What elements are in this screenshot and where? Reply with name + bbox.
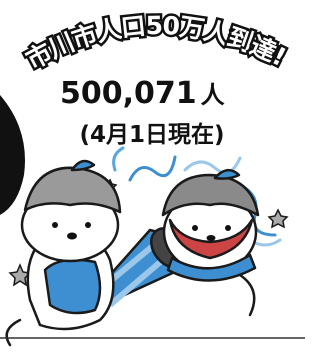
population-number: 500,071	[60, 76, 197, 111]
panda-mascot	[163, 170, 258, 315]
otter-mascot	[7, 161, 120, 345]
banner-title: 市川市人口50万人到達!	[21, 11, 290, 75]
population-unit: 人	[201, 81, 225, 109]
date-note: (4月1日現在)	[79, 121, 224, 148]
poster: 市川市人口50万人到達! 500,071 人 (4月1日現在)	[0, 0, 305, 357]
edge-shape	[0, 95, 25, 215]
banner-title-path: 市川市人口50万人到達!	[21, 11, 290, 75]
